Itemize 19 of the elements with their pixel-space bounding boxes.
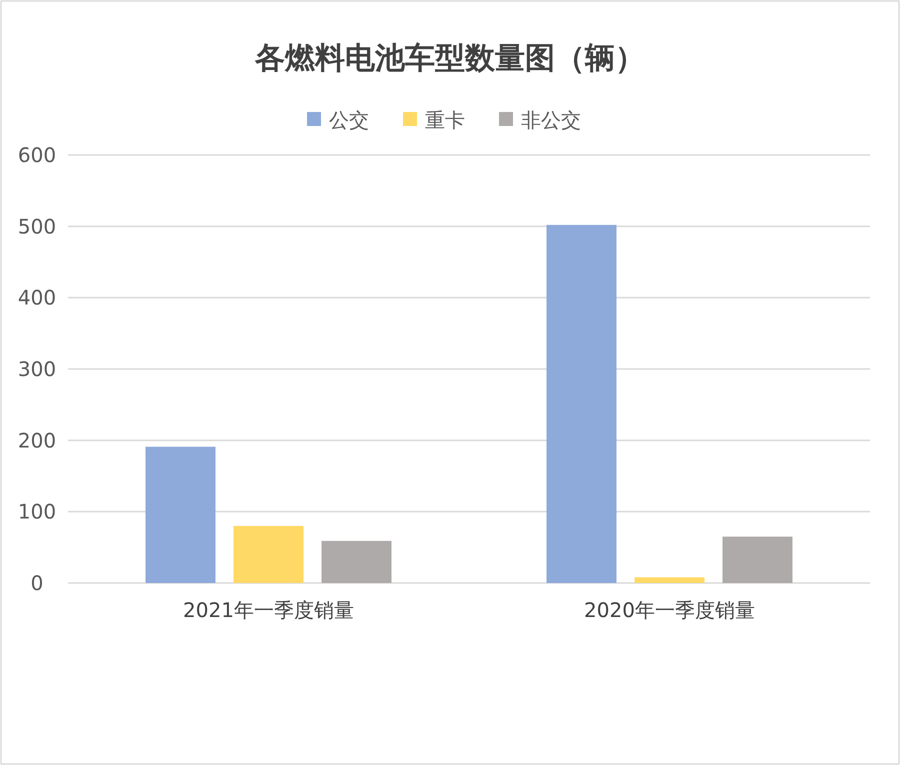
legend-label: 重卡 — [425, 108, 465, 132]
chart-title: 各燃料电池车型数量图（辆） — [254, 41, 645, 76]
y-tick-label: 300 — [18, 357, 56, 381]
bar — [722, 536, 792, 583]
bar — [634, 577, 704, 583]
bar — [546, 224, 616, 583]
y-tick-label: 400 — [18, 286, 56, 310]
x-tick-label: 2020年一季度销量 — [584, 598, 755, 622]
y-tick-label: 200 — [18, 428, 56, 452]
y-tick-label: 600 — [18, 143, 56, 167]
bar — [146, 446, 216, 583]
y-tick-label: 100 — [18, 500, 56, 524]
legend-label: 非公交 — [521, 108, 581, 132]
bar — [322, 540, 392, 583]
y-tick-label: 500 — [18, 214, 56, 238]
y-tick-label: 0 — [30, 571, 44, 595]
legend-label: 公交 — [329, 108, 369, 132]
bar — [234, 526, 304, 583]
x-tick-label: 2021年一季度销量 — [183, 598, 354, 622]
